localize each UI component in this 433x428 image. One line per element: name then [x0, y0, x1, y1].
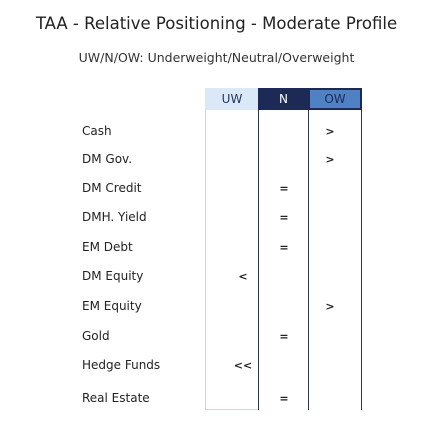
column-header: UW: [205, 88, 259, 110]
row-label: DM Gov.: [82, 152, 133, 166]
row-label: Real Estate: [82, 391, 150, 405]
signal: =: [279, 241, 289, 254]
signal: =: [279, 392, 289, 405]
column-header: N: [258, 88, 309, 110]
row-label: EM Debt: [82, 240, 133, 254]
signal: >: [325, 153, 335, 166]
n-column: [258, 88, 309, 410]
signal: =: [279, 182, 289, 195]
signal: <<: [233, 359, 253, 372]
row-label: Cash: [82, 124, 112, 138]
signal: =: [279, 211, 289, 224]
signal: >: [325, 300, 335, 313]
row-label: Gold: [82, 329, 110, 343]
row-label: EM Equity: [82, 299, 142, 313]
signal: =: [279, 330, 289, 343]
row-label: Hedge Funds: [82, 358, 161, 372]
row-label: DM Equity: [82, 269, 144, 283]
ow-column: [308, 88, 362, 410]
row-label: DM Credit: [82, 181, 142, 195]
signal: >: [325, 125, 335, 138]
column-header: OW: [308, 88, 362, 110]
row-label: DMH. Yield: [82, 210, 147, 224]
signal: <: [238, 270, 248, 283]
subtitle: UW/N/OW: Underweight/Neutral/Overweight: [78, 50, 355, 65]
title: TAA - Relative Positioning - Moderate Pr…: [35, 14, 398, 33]
